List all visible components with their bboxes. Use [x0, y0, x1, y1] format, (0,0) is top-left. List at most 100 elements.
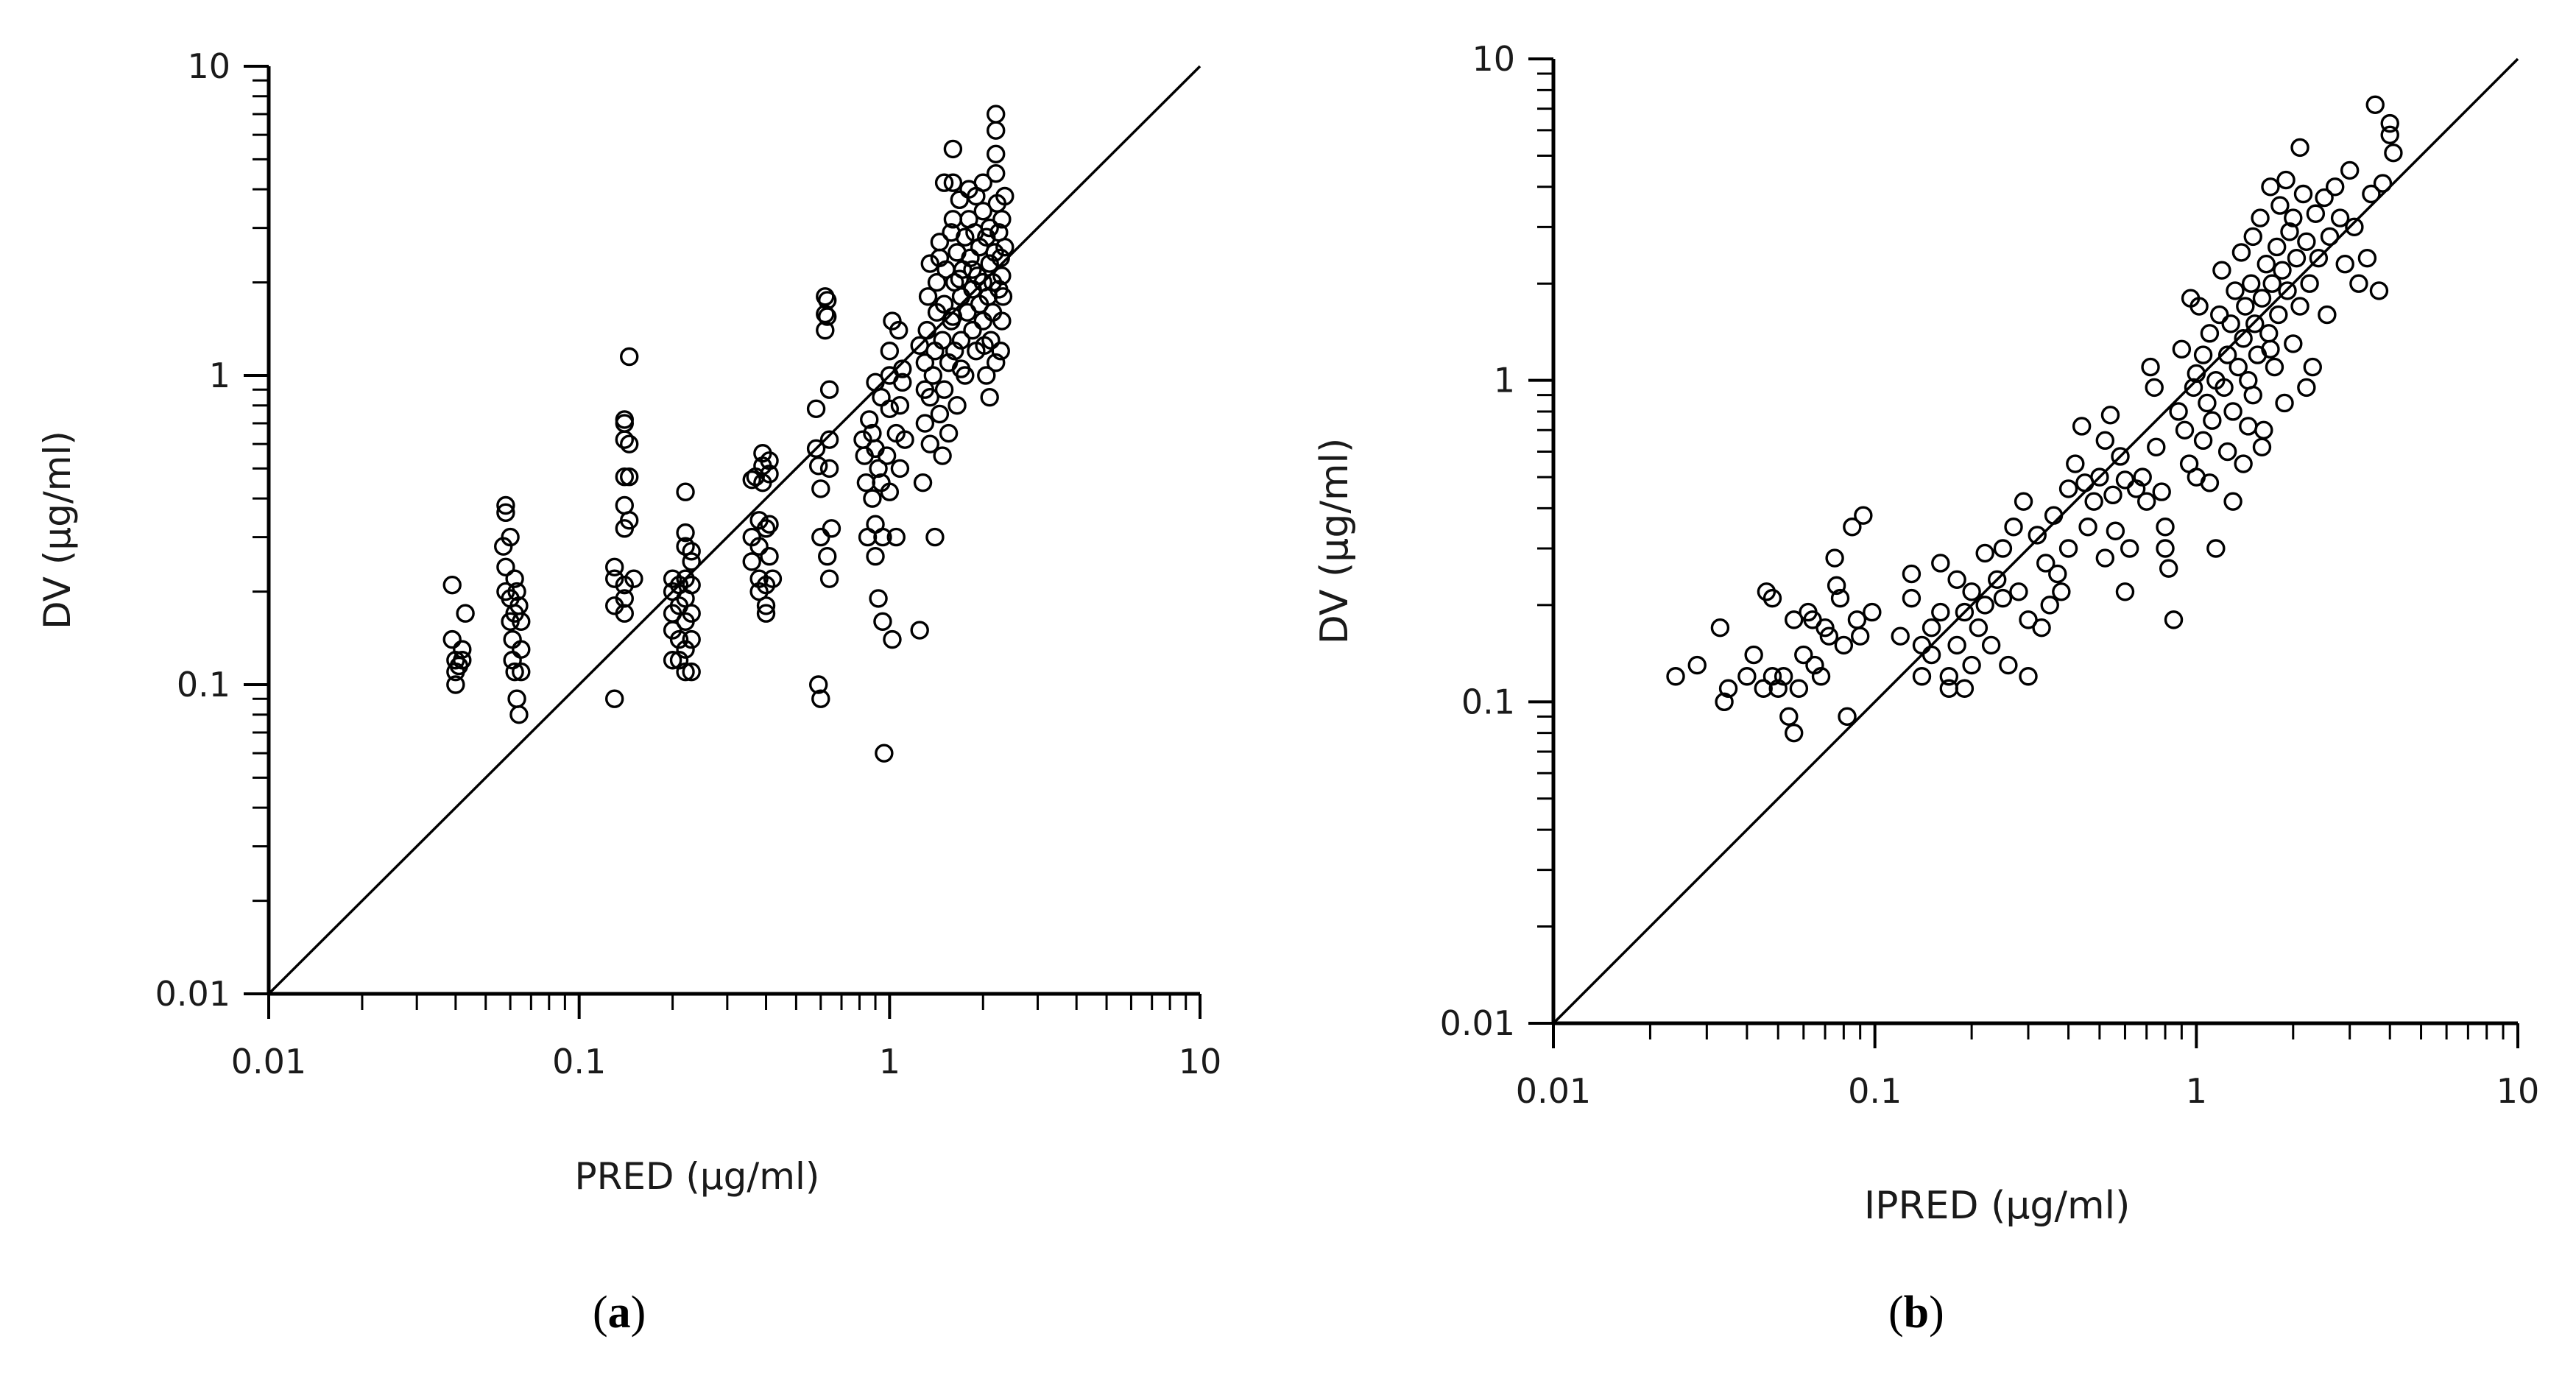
data-point-a [973, 173, 992, 192]
data-point-b [1993, 539, 2013, 558]
data-point-b [1762, 588, 1782, 608]
data-point-b [1947, 570, 1966, 590]
data-point-b [2234, 454, 2253, 473]
data-point-a [873, 527, 892, 547]
data-point-b [1912, 667, 1932, 686]
data-point-b [1843, 518, 1862, 537]
data-point-b [2212, 261, 2231, 280]
data-point-a [760, 547, 779, 566]
data-point-a [663, 621, 682, 640]
data-point-a [760, 465, 779, 484]
data-point-b [2095, 431, 2115, 451]
data-point-a [806, 399, 826, 419]
data-point-a [818, 547, 837, 566]
data-point-b [1999, 655, 2018, 675]
data-point-a [985, 243, 1004, 262]
data-point-a [442, 575, 462, 595]
x-axis-title-a: PRED (µg/ml) [574, 1155, 819, 1198]
data-point-b [2159, 559, 2178, 578]
data-point-b [2193, 345, 2213, 364]
data-point-b [2019, 610, 2038, 629]
data-point-b [2315, 188, 2334, 208]
data-point-b [2239, 417, 2258, 436]
data-point-a [620, 467, 639, 487]
x-tick-label-a: 1 [879, 1042, 900, 1081]
data-point-b [2187, 364, 2206, 384]
y-tick-label-a: 0.1 [177, 665, 230, 705]
data-point-b [2152, 482, 2171, 501]
data-point-a [877, 446, 897, 465]
data-point-b [1687, 655, 1707, 675]
data-point-b [2293, 184, 2313, 204]
data-point-a [975, 336, 994, 355]
data-point-b [2156, 539, 2175, 558]
data-point-a [605, 689, 624, 708]
data-point-b [1939, 667, 1958, 686]
data-point-b [1779, 707, 1799, 727]
data-point-a [819, 430, 839, 449]
data-point-b [2261, 339, 2280, 359]
data-point-b [1993, 588, 2013, 608]
data-point-a [676, 482, 695, 501]
data-point-b [1710, 618, 1730, 638]
data-point-b [2369, 281, 2389, 300]
data-point-b [2175, 420, 2195, 440]
data-point-b [2290, 297, 2309, 316]
y-tick-label-a: 10 [187, 46, 230, 86]
data-point-a [880, 342, 900, 361]
data-point-b [2251, 208, 2270, 227]
data-point-a [889, 320, 908, 340]
data-point-b [2169, 402, 2188, 421]
y-tick-label-a: 0.01 [155, 974, 230, 1014]
data-point-a [620, 434, 639, 453]
data-point-b [1969, 618, 1989, 638]
data-point-b [1789, 679, 1809, 698]
data-point-b [1863, 602, 1882, 622]
data-point-a [742, 470, 761, 490]
data-point-b [1947, 635, 1966, 655]
data-point-a [980, 387, 999, 407]
data-point-b [2009, 582, 2028, 601]
data-point-a [910, 621, 929, 640]
data-point-b [2120, 539, 2139, 558]
data-point-a [913, 473, 933, 492]
data-point-a [933, 446, 952, 465]
data-point-b [2044, 506, 2064, 525]
panel-b-chart: 0.01 0.1 1 10 0.01 0.1 1 10 IPRED (µg/ml) DV (µg/… [1313, 39, 2539, 1228]
data-point-b [1922, 618, 1941, 638]
data-point-b [2262, 274, 2282, 293]
data-point-b [2380, 113, 2399, 133]
data-point-a [605, 557, 624, 577]
data-point-b [2164, 610, 2184, 629]
data-point-a [895, 430, 914, 449]
data-point-b [2058, 539, 2078, 558]
data-point-b [2325, 177, 2345, 197]
data-point-b [1847, 610, 1867, 629]
data-point-a [676, 640, 695, 659]
data-point-b [2278, 281, 2297, 300]
data-point-a [507, 689, 526, 708]
data-point-b [2200, 324, 2220, 343]
data-point-a [505, 662, 524, 682]
data-point-a [749, 537, 769, 556]
data-point-b [2287, 248, 2307, 268]
data-point-b [1768, 679, 1788, 698]
data-point-a [811, 689, 830, 708]
data-point-b [1737, 667, 1757, 686]
data-point-a [866, 547, 885, 566]
data-point-b [2357, 248, 2377, 268]
data-point-b [1744, 645, 1763, 665]
data-point-a [663, 651, 682, 670]
identity-line-a [267, 65, 1201, 995]
data-point-a [987, 121, 1006, 140]
data-point-a [756, 575, 776, 595]
data-point-b [2198, 393, 2217, 413]
panel-label-a: (a) [593, 1288, 646, 1338]
data-point-a [860, 410, 879, 429]
data-point-a [496, 557, 515, 577]
data-point-b [2032, 618, 2051, 638]
data-point-a [920, 387, 939, 407]
y-tick-label-b: 0.1 [1461, 682, 1515, 721]
data-point-b [1902, 588, 1922, 608]
data-point-b [2362, 184, 2381, 204]
